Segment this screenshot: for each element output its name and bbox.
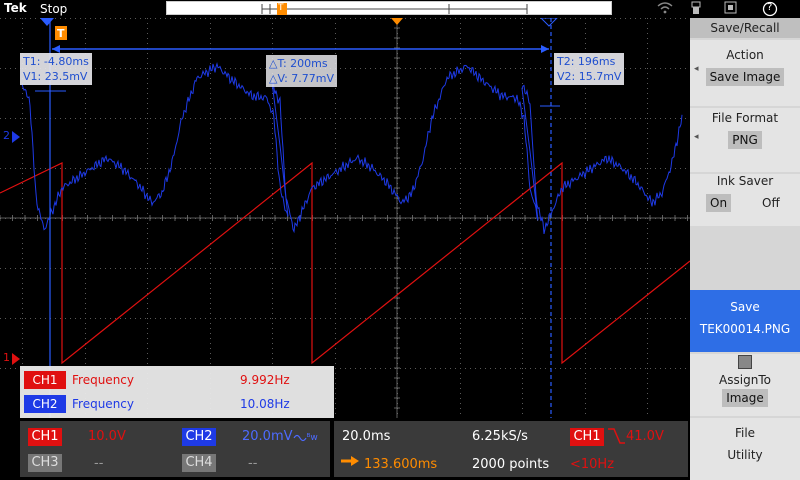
status-icons: ? [652,1,800,17]
action-arrow-icon: ◂ [694,64,699,74]
timebase[interactable]: 20.0ms [342,429,391,444]
ch2-marker-label: 2 [3,129,10,142]
assign-label: AssignTo [719,373,771,387]
ch3-scale: -- [94,456,104,471]
trigger-t-marker [55,26,67,40]
wifi-icon [656,1,674,18]
cursor-2-top-marker [540,18,558,27]
ink-saver-label: Ink Saver [716,174,774,188]
waveform-display[interactable]: T 2 1 T1: -4.80ms V1: 23.5mV △T: 200ms △… [0,18,690,432]
cursor-2-readout: T2: 196ms V2: 15.7mV [554,53,625,85]
trigger-source-tag[interactable]: CH1 [570,428,604,446]
action-label: Action [726,48,764,62]
cursor-1-time: T1: -4.80ms [23,55,89,68]
waveform-graticule: T [0,18,690,418]
file-format-menu-item[interactable]: ◂ File Format PNG [690,108,800,172]
file-format-value[interactable]: PNG [728,131,762,149]
trigger-position-marker: T [278,3,284,13]
measurement-ch2-tag: CH2 [24,395,66,413]
cursor-delta-time: △T: 200ms [269,57,328,70]
ink-saver-off[interactable]: Off [762,196,780,210]
ch4-tag[interactable]: CH4 [182,454,216,472]
assign-icon [738,355,752,369]
ch2-tag[interactable]: CH2 [182,428,216,446]
save-button[interactable]: Save TEK00014.PNG [690,290,800,352]
measurement-ch2-name: Frequency [72,397,134,411]
brand-logo: Tek [4,1,27,15]
sample-rate: 6.25kS/s [472,429,528,444]
help-symbol: ? [767,2,773,13]
ch1-ground-marker [12,353,20,365]
file-format-label: File Format [711,111,779,125]
file-utility-label-2: Utility [727,448,763,462]
cursor-2-volt: V2: 15.7mV [557,70,622,83]
measurement-ch1-value: 9.992Hz [240,373,290,387]
measurement-ch1-tag: CH1 [24,371,66,389]
record-length: 2000 points [472,457,550,472]
assign-value[interactable]: Image [722,389,768,407]
ch1-waveform [0,161,690,365]
save-filename: TEK00014.PNG [699,322,791,336]
save-label: Save [730,300,760,314]
assign-to-menu-item[interactable]: AssignTo Image [690,354,800,416]
ch2-coupling-icon [293,434,307,441]
cursor-1-top-marker [40,18,54,26]
falling-edge-icon [608,428,625,444]
horizontal-position: 133.600ms [364,457,438,472]
usb-icon [690,1,702,18]
ch2-bw-limit: ᴮw [306,433,318,443]
top-status-bar: Tek Stop T ? [0,0,778,18]
ch2-scale-value: 20.0mV [242,429,293,444]
channel-settings-panel[interactable]: CH1 10.0V CH2 20.0mV ᴮw CH3 -- CH4 -- [20,421,330,477]
cursor-delta-readout: △T: 200ms △V: 7.77mV [266,55,338,87]
measurement-row-ch1[interactable]: CH1 Frequency 9.992Hz [24,370,330,390]
ch2-scale: 20.0mV ᴮw [242,429,318,444]
ch2-waveform [21,61,683,234]
measurement-ch2-value: 10.08Hz [240,397,290,411]
format-arrow-icon: ◂ [694,132,699,142]
trigger-time-marker [391,18,403,25]
cursor-1-volt: V1: 23.5mV [23,70,88,83]
record-overview-bar[interactable]: T [166,1,612,15]
ch1-tag[interactable]: CH1 [28,428,62,446]
ink-saver-on[interactable]: On [706,194,732,212]
ink-saver-menu-item[interactable]: Ink Saver On Off [690,174,800,226]
ch2-ground-marker [12,131,20,143]
ch1-marker-label: 1 [3,351,10,364]
svg-text:T: T [57,27,65,40]
file-utility-menu-item[interactable]: File Utility [690,418,800,480]
acquisition-panel[interactable]: 20.0ms 6.25kS/s CH1 41.0V 133.600ms 2000… [334,421,688,477]
lock-icon [724,1,738,18]
trigger-level: 41.0V [626,429,664,444]
run-state[interactable]: Stop [40,2,68,16]
action-value[interactable]: Save Image [705,68,785,86]
measurement-ch1-name: Frequency [72,373,134,387]
ch3-tag[interactable]: CH3 [28,454,62,472]
trigger-frequency: <10Hz [570,457,615,472]
measurement-row-ch2[interactable]: CH2 Frequency 10.08Hz [24,394,330,414]
ch1-scale: 10.0V [88,429,126,444]
cursor-delta-volt: △V: 7.77mV [269,72,335,85]
file-utility-label-1: File [734,426,756,440]
horizontal-position-icon [341,456,359,466]
side-menu-title: Save/Recall [690,18,800,38]
side-menu[interactable]: Save/Recall ◂ Action Save Image ◂ File F… [690,18,800,480]
ch4-scale: -- [248,456,258,471]
action-menu-item[interactable]: ◂ Action Save Image [690,40,800,106]
help-icon[interactable]: ? [762,1,778,20]
cursor-2-time: T2: 196ms [557,55,616,68]
cursor-1-readout: T1: -4.80ms V1: 23.5mV [20,53,92,85]
